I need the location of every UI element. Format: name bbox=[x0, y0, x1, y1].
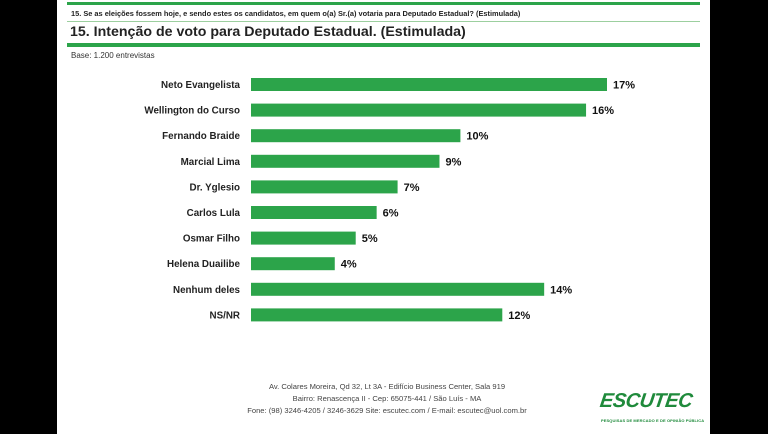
bar-chart: Neto Evangelista 17% Wellington do Curso 16… bbox=[144, 78, 635, 322]
bar bbox=[251, 78, 607, 91]
footer: Av. Colares Moreira, Qd 32, Lt 3A - Edif… bbox=[217, 381, 557, 418]
footer-contact-line: Fone: (98) 3246-4205 / 3246-3629 Site: e… bbox=[247, 406, 527, 416]
bar bbox=[251, 308, 503, 322]
bar bbox=[251, 129, 461, 143]
report-page: 15. Se as eleições fossem hoje, e sendo … bbox=[57, 0, 710, 434]
value-label: 6% bbox=[383, 208, 399, 220]
value-label: 7% bbox=[404, 182, 420, 194]
top-divider bbox=[67, 2, 700, 5]
category-label: Neto Evangelista bbox=[161, 80, 240, 91]
value-label: 14% bbox=[550, 284, 572, 296]
chart-title: 15. Intenção de voto para Deputado Estad… bbox=[70, 24, 466, 40]
bar bbox=[251, 282, 545, 296]
bar bbox=[251, 180, 398, 194]
value-label: 17% bbox=[613, 80, 635, 92]
bar bbox=[251, 103, 587, 117]
bar bbox=[251, 206, 377, 219]
category-label: Marcial Lima bbox=[181, 157, 241, 168]
title-divider bbox=[67, 43, 700, 47]
question-divider bbox=[67, 21, 700, 22]
category-label: Nenhum deles bbox=[173, 285, 241, 296]
footer-address-line2: Bairro: Renascença II - Cep: 65075-441 /… bbox=[292, 394, 482, 404]
value-label: 9% bbox=[445, 156, 461, 168]
category-label: Dr. Yglesio bbox=[190, 182, 240, 193]
value-label: 16% bbox=[592, 105, 614, 117]
bar bbox=[251, 154, 440, 168]
value-label: 10% bbox=[466, 131, 488, 143]
logo-tagline: PESQUISAS DE MERCADO E DE OPINIÃO PÚBLIC… bbox=[601, 418, 705, 423]
category-label: Helena Duailibe bbox=[167, 259, 241, 270]
category-label: Wellington do Curso bbox=[144, 106, 240, 117]
logo-wordmark: ESCUTEC bbox=[598, 390, 694, 412]
category-label: Carlos Lula bbox=[187, 208, 241, 219]
escutec-logo: ESCUTEC PESQUISAS DE MERCADO E DE OPINIÃ… bbox=[597, 390, 705, 427]
question-text: 15. Se as eleições fossem hoje, e sendo … bbox=[71, 9, 521, 18]
category-label: Fernando Braide bbox=[162, 131, 240, 142]
bar bbox=[251, 257, 335, 271]
value-label: 4% bbox=[341, 259, 357, 271]
value-label: 5% bbox=[362, 233, 378, 245]
category-label: NS/NR bbox=[210, 310, 240, 321]
bar bbox=[251, 231, 356, 245]
sample-base: Base: 1.200 entrevistas bbox=[71, 51, 155, 60]
value-label: 12% bbox=[508, 310, 530, 322]
footer-address-line1: Av. Colares Moreira, Qd 32, Lt 3A - Edif… bbox=[268, 382, 506, 391]
category-label: Osmar Filho bbox=[183, 234, 240, 245]
